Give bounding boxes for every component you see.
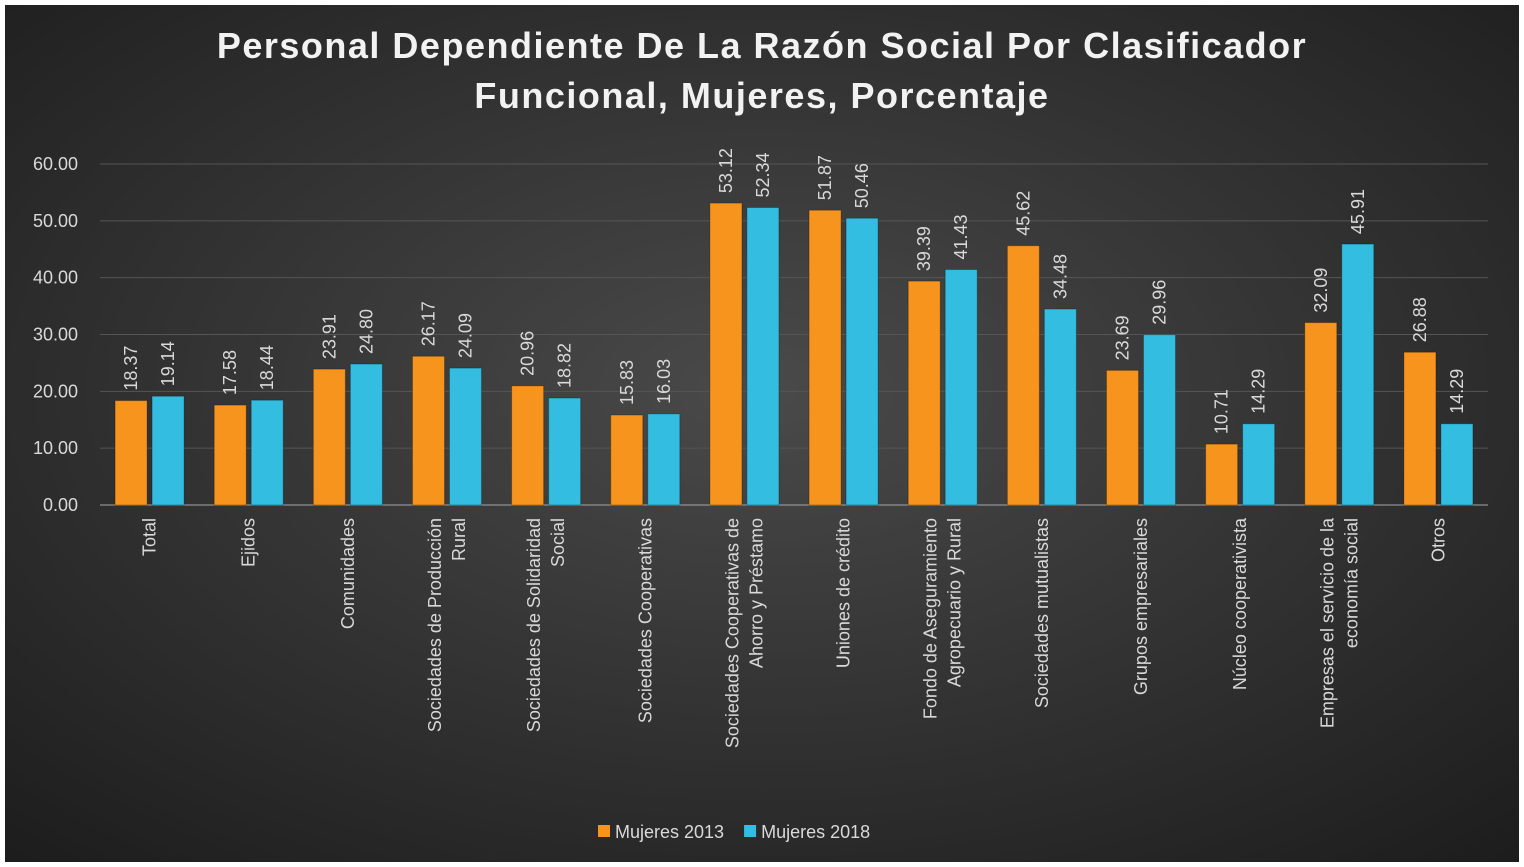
- bar: [1403, 351, 1437, 506]
- value-label: 53.12: [716, 148, 736, 193]
- y-tick-label: 10.00: [33, 438, 78, 458]
- x-tick-label: Sociedades Cooperativas: [635, 518, 655, 723]
- value-label: 24.80: [356, 309, 376, 354]
- value-label: 29.96: [1150, 280, 1170, 325]
- y-tick-label: 0.00: [43, 495, 78, 515]
- value-label: 50.46: [852, 163, 872, 208]
- y-tick-label: 60.00: [33, 154, 78, 174]
- bar: [213, 404, 247, 506]
- y-tick-label: 30.00: [33, 325, 78, 345]
- value-label: 20.96: [518, 331, 538, 376]
- value-label: 10.71: [1212, 389, 1232, 434]
- bar: [1043, 308, 1077, 506]
- value-label: 51.87: [815, 155, 835, 200]
- bar: [1440, 423, 1474, 506]
- value-label: 18.82: [555, 343, 575, 388]
- bar: [412, 355, 445, 506]
- legend-swatch: [744, 825, 757, 837]
- bar: [114, 400, 148, 506]
- bar: [944, 269, 978, 506]
- value-label: 18.37: [121, 346, 141, 391]
- x-tick-group: Total: [140, 518, 160, 556]
- legend-swatch: [598, 825, 610, 837]
- bar: [511, 385, 545, 506]
- legend-label: Mujeres 2013: [615, 822, 724, 842]
- bar: [1205, 443, 1239, 506]
- x-tick-group: Otros: [1428, 518, 1448, 562]
- x-tick-group: Fondo de Aseguramiento Agropecuario y Rur…: [921, 518, 965, 719]
- bar: [1143, 334, 1176, 506]
- x-tick-group: Empresas el servicio de la economía socia…: [1317, 517, 1361, 728]
- value-label: 34.48: [1050, 254, 1070, 299]
- x-tick-label: Total: [140, 518, 160, 556]
- y-tick-label: 50.00: [33, 211, 78, 231]
- value-label: 52.34: [753, 152, 773, 197]
- bar: [746, 207, 780, 506]
- bar: [1006, 245, 1040, 506]
- value-label: 23.91: [319, 314, 339, 359]
- bar: [312, 368, 346, 506]
- bar: [907, 280, 941, 506]
- value-label: 24.09: [456, 313, 476, 358]
- value-label: 32.09: [1311, 268, 1331, 313]
- bar: [349, 363, 383, 506]
- value-label: 17.58: [220, 350, 240, 395]
- value-label: 19.14: [158, 341, 178, 386]
- x-tick-label: Otros: [1428, 518, 1448, 562]
- x-tick-group: Uniones de crédito: [834, 518, 854, 668]
- value-label: 18.44: [257, 345, 277, 390]
- bar: [548, 397, 582, 506]
- bar: [1341, 243, 1375, 506]
- x-tick-group: Sociedades mutualistas: [1032, 518, 1052, 708]
- x-tick-label: Sociedades de Solidaridad Social: [524, 518, 568, 732]
- x-tick-group: Sociedades de Solidaridad Social: [524, 518, 568, 732]
- bar: [250, 399, 284, 506]
- value-label: 23.69: [1113, 315, 1133, 360]
- x-tick-label: Sociedades de Producción Rural: [425, 518, 469, 732]
- bar: [610, 414, 644, 506]
- legend: Mujeres 2013 Mujeres 2018: [598, 822, 870, 842]
- bar: [1304, 322, 1338, 506]
- x-tick-group: Sociedades Cooperativas: [635, 518, 655, 723]
- bar: [845, 217, 879, 506]
- value-label: 14.29: [1249, 369, 1269, 414]
- bar: [449, 367, 482, 506]
- x-tick-label: Sociedades mutualistas: [1032, 518, 1052, 708]
- bar: [647, 413, 681, 506]
- value-label: 41.43: [951, 214, 971, 259]
- value-label: 14.29: [1447, 369, 1467, 414]
- x-tick-label: Sociedades Cooperativas de Ahorro y Prést…: [722, 518, 766, 748]
- value-label: 39.39: [914, 226, 934, 271]
- bar: [1106, 369, 1139, 506]
- x-tick-group: Núcleo cooperativista: [1230, 517, 1250, 690]
- value-label: 45.91: [1348, 189, 1368, 234]
- y-tick-label: 40.00: [33, 268, 78, 288]
- value-label: 45.62: [1013, 191, 1033, 236]
- x-tick-group: Grupos empresariales: [1131, 518, 1151, 695]
- x-tick-group: Ejidos: [239, 518, 259, 567]
- value-label: 26.88: [1410, 297, 1430, 342]
- value-label: 15.83: [617, 360, 637, 405]
- bar: [151, 395, 185, 506]
- value-label: 16.03: [654, 359, 674, 404]
- bar: [808, 209, 842, 506]
- x-tick-label: Empresas el servicio de la economía socia…: [1317, 517, 1361, 728]
- value-label: 26.17: [419, 301, 439, 346]
- chart-title: Personal Dependiente De La Razón Social …: [217, 25, 1307, 116]
- x-tick-label: Grupos empresariales: [1131, 518, 1151, 695]
- x-tick-group: Sociedades Cooperativas de Ahorro y Prést…: [722, 518, 766, 748]
- y-tick-label: 20.00: [33, 381, 78, 401]
- x-tick-group: Sociedades de Producción Rural: [425, 518, 469, 732]
- x-tick-group: Comunidades: [338, 518, 358, 629]
- legend-label: Mujeres 2018: [761, 822, 870, 842]
- x-tick-label: Comunidades: [338, 518, 358, 629]
- bar: [709, 202, 743, 506]
- x-tick-label: Fondo de Aseguramiento Agropecuario y Rur…: [921, 518, 965, 719]
- bar: [1242, 423, 1276, 506]
- x-tick-label: Ejidos: [239, 518, 259, 567]
- x-tick-label: Uniones de crédito: [834, 518, 854, 668]
- x-tick-label: Núcleo cooperativista: [1230, 517, 1250, 690]
